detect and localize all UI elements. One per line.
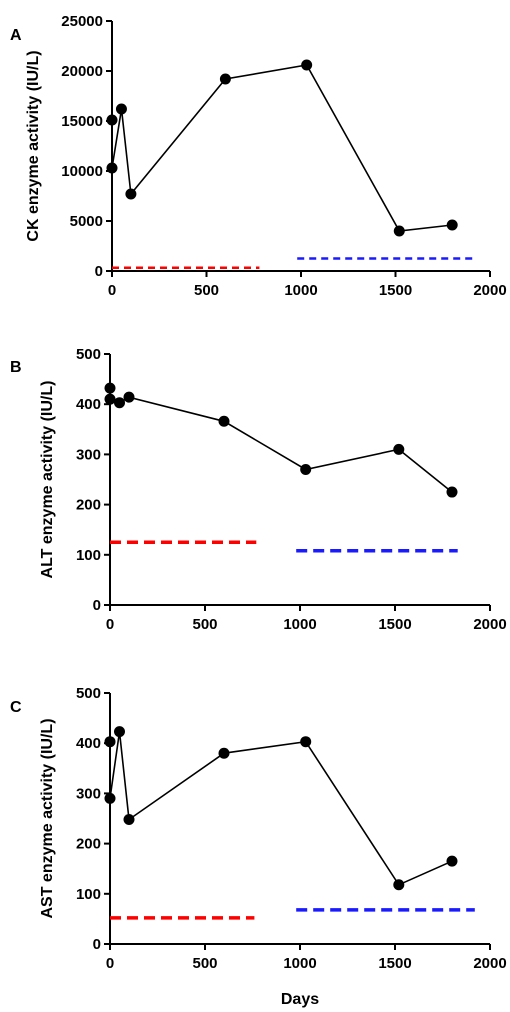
y-tick-label: 0 (93, 936, 101, 953)
data-point (104, 393, 116, 405)
x-tick-label: 1000 (284, 282, 317, 299)
y-tick-label: 5000 (70, 213, 103, 230)
panel-label: B (10, 359, 22, 376)
y-tick-label: 15000 (61, 113, 103, 130)
data-point (393, 225, 405, 237)
x-tick-label: 500 (192, 955, 217, 972)
x-tick-label: 2000 (473, 282, 506, 299)
x-tick-label: 2000 (473, 955, 506, 972)
data-point (106, 114, 118, 126)
y-tick-label: 10000 (61, 163, 103, 180)
y-tick-label: 20000 (61, 63, 103, 80)
y-tick-label: 300 (76, 446, 101, 463)
data-point (393, 443, 405, 455)
x-tick-label: 500 (192, 616, 217, 633)
data-point (301, 59, 313, 71)
y-tick-label: 0 (95, 263, 103, 280)
data-point (300, 736, 312, 748)
x-tick-label: 0 (106, 616, 114, 633)
y-axis-title: ALT enzyme activity (IU/L) (39, 381, 56, 579)
data-point (114, 726, 125, 738)
panel-c: C 0 100 200 300 400 500 0 500 1000 1500 2000 AST enz… (10, 685, 507, 1008)
data-point (114, 397, 125, 409)
x-tick-label: 0 (106, 955, 114, 972)
panel-b: B 0 100 200 300 400 500 0 500 1000 1500 2000 ALT enz… (10, 346, 507, 633)
y-tick-label: 400 (76, 735, 101, 752)
data-point (218, 747, 230, 759)
x-tick-label: 500 (194, 282, 219, 299)
y-tick-label: 300 (76, 785, 101, 802)
data-point (446, 855, 458, 867)
y-axis-title: CK enzyme activity (IU/L) (25, 50, 42, 241)
series-line (109, 731, 453, 886)
data-point (115, 103, 127, 115)
data-point (125, 188, 137, 200)
y-tick-label: 400 (76, 396, 101, 413)
data-point (218, 415, 230, 427)
y-tick-label: 25000 (61, 13, 103, 30)
x-axis-title: Days (281, 991, 319, 1008)
y-tick-label: 0 (93, 597, 101, 614)
data-point (446, 486, 458, 498)
y-axis-title: AST enzyme activity (IU/L) (39, 718, 56, 918)
data-point (446, 219, 458, 231)
data-point (123, 814, 135, 826)
series-line (109, 388, 453, 493)
x-tick-label: 1000 (283, 955, 316, 972)
y-tick-label: 100 (76, 547, 101, 564)
data-point (104, 382, 116, 394)
y-tick-label: 200 (76, 836, 101, 853)
x-tick-label: 2000 (473, 616, 506, 633)
x-tick-label: 1500 (378, 616, 411, 633)
panel-label: C (10, 699, 22, 716)
data-point (104, 792, 116, 804)
data-point (219, 73, 231, 85)
data-point (106, 162, 118, 174)
panel-label: A (10, 27, 22, 44)
data-point (123, 391, 135, 403)
y-tick-label: 100 (76, 886, 101, 903)
data-point (300, 463, 312, 475)
y-tick-label: 500 (76, 346, 101, 363)
x-tick-label: 1000 (283, 616, 316, 633)
x-tick-label: 0 (108, 282, 116, 299)
y-tick-label: 500 (76, 685, 101, 702)
data-point (393, 879, 405, 891)
series-line (111, 64, 453, 232)
panel-a: A 0 5000 10000 15000 20000 25000 0 500 1000 1500 20… (10, 13, 507, 299)
data-point (104, 736, 116, 748)
x-tick-label: 1500 (378, 955, 411, 972)
y-tick-label: 200 (76, 497, 101, 514)
x-tick-label: 1500 (379, 282, 412, 299)
